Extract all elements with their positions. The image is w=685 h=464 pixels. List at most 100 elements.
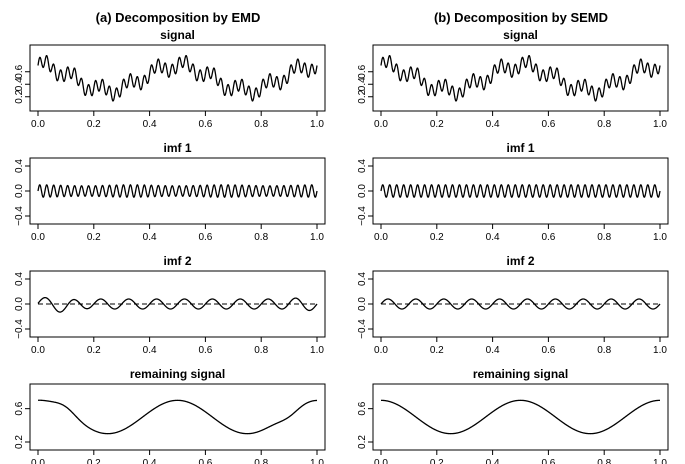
x-tick-label: 0.8 bbox=[597, 119, 611, 130]
panel-title: imf 1 bbox=[506, 141, 534, 155]
x-tick-label: 0.2 bbox=[430, 232, 444, 243]
x-tick-label: 0.0 bbox=[374, 345, 388, 356]
plot-frame bbox=[29, 383, 326, 451]
y-tick-label: −0.4 bbox=[14, 319, 25, 339]
y-tick-label: 0.2 bbox=[357, 89, 368, 103]
panel-title: imf 2 bbox=[506, 254, 534, 268]
plot-frame bbox=[29, 44, 326, 112]
x-tick-label: 0.2 bbox=[87, 232, 101, 243]
x-tick-label: 0.6 bbox=[198, 345, 212, 356]
x-tick-label: 0.0 bbox=[31, 458, 45, 464]
y-tick-label: 0.4 bbox=[14, 272, 25, 286]
x-tick-label: 0.6 bbox=[541, 119, 555, 130]
x-tick-label: 0.4 bbox=[143, 119, 157, 130]
panel-title: signal bbox=[160, 28, 195, 42]
x-tick-label: 0.2 bbox=[87, 119, 101, 130]
panel-emd-imf1: imf 1 0.0 0.2 0.4 0.6 0.8 1.0 −0.4 0.0 0.4 bbox=[14, 141, 326, 243]
x-tick-label: 0.2 bbox=[430, 119, 444, 130]
x-tick-label: 0.2 bbox=[430, 345, 444, 356]
series-line-signal bbox=[37, 55, 318, 102]
y-tick-label: 0.0 bbox=[14, 184, 25, 198]
series-line-signal bbox=[380, 55, 661, 102]
series-line-remaining bbox=[380, 399, 661, 435]
x-tick-label: 1.0 bbox=[653, 458, 667, 464]
panel-emd-remaining: remaining signal 0.0 0.2 0.4 0.6 0.8 1.0 0.2 0.6 bbox=[14, 367, 326, 464]
x-tick-label: 0.4 bbox=[486, 232, 500, 243]
x-tick-label: 0.2 bbox=[87, 458, 101, 464]
x-tick-label: 0.8 bbox=[254, 232, 268, 243]
column-a-title: (a) Decomposition by EMD bbox=[96, 10, 261, 25]
panel-emd-imf2: imf 2 0.0 0.2 0.4 0.6 0.8 1.0 −0.4 0.0 0.4 bbox=[14, 254, 326, 356]
panel-title: imf 2 bbox=[163, 254, 191, 268]
y-tick-label: −0.4 bbox=[14, 206, 25, 226]
x-tick-label: 0.0 bbox=[374, 458, 388, 464]
x-tick-label: 1.0 bbox=[310, 119, 324, 130]
x-tick-label: 0.6 bbox=[541, 458, 555, 464]
x-tick-label: 0.4 bbox=[486, 345, 500, 356]
x-tick-label: 0.0 bbox=[374, 119, 388, 130]
x-tick-label: 0.2 bbox=[87, 345, 101, 356]
x-tick-label: 0.6 bbox=[198, 119, 212, 130]
x-tick-label: 0.4 bbox=[143, 458, 157, 464]
x-tick-label: 1.0 bbox=[653, 345, 667, 356]
y-tick-label: 0.2 bbox=[357, 435, 368, 449]
y-tick-label: 0.4 bbox=[14, 77, 25, 91]
y-tick-label: 0.6 bbox=[14, 64, 25, 78]
x-tick-label: 0.4 bbox=[143, 232, 157, 243]
series-line-imf1 bbox=[37, 184, 318, 198]
panel-semd-imf2: imf 2 0.0 0.2 0.4 0.6 0.8 1.0 −0.4 0.0 0.4 bbox=[357, 254, 669, 356]
x-tick-label: 0.6 bbox=[198, 232, 212, 243]
x-tick-label: 1.0 bbox=[310, 458, 324, 464]
x-tick-label: 0.0 bbox=[31, 345, 45, 356]
plot-frame bbox=[372, 383, 669, 451]
y-tick-label: 0.6 bbox=[14, 401, 25, 415]
x-tick-label: 0.8 bbox=[254, 458, 268, 464]
x-tick-label: 0.0 bbox=[374, 232, 388, 243]
y-tick-label: 0.2 bbox=[14, 435, 25, 449]
x-tick-label: 1.0 bbox=[310, 232, 324, 243]
y-tick-label: 0.4 bbox=[357, 77, 368, 91]
panel-title: imf 1 bbox=[163, 141, 191, 155]
y-tick-label: −0.4 bbox=[357, 206, 368, 226]
x-tick-label: 0.2 bbox=[430, 458, 444, 464]
x-tick-label: 0.6 bbox=[198, 458, 212, 464]
y-tick-label: 0.4 bbox=[14, 159, 25, 173]
y-tick-label: 0.6 bbox=[357, 401, 368, 415]
panel-title: signal bbox=[503, 28, 538, 42]
x-tick-label: 0.8 bbox=[597, 345, 611, 356]
y-tick-label: 0.6 bbox=[357, 64, 368, 78]
y-tick-label: 0.0 bbox=[14, 297, 25, 311]
column-b-title: (b) Decomposition by SEMD bbox=[434, 10, 608, 25]
x-tick-label: 0.8 bbox=[254, 345, 268, 356]
x-tick-label: 0.8 bbox=[597, 232, 611, 243]
x-tick-label: 0.8 bbox=[597, 458, 611, 464]
x-tick-label: 0.4 bbox=[143, 345, 157, 356]
series-line-imf2 bbox=[380, 298, 661, 310]
y-tick-label: 0.4 bbox=[357, 272, 368, 286]
x-tick-label: 0.6 bbox=[541, 232, 555, 243]
y-tick-label: 0.0 bbox=[357, 184, 368, 198]
series-line-imf2 bbox=[37, 296, 318, 313]
series-line-remaining bbox=[37, 399, 318, 435]
x-tick-label: 0.0 bbox=[31, 232, 45, 243]
panel-semd-remaining: remaining signal 0.0 0.2 0.4 0.6 0.8 1.0 0.2 0.6 bbox=[357, 367, 669, 464]
y-tick-label: 0.0 bbox=[357, 297, 368, 311]
panel-title: remaining signal bbox=[473, 367, 568, 381]
panel-semd-imf1: imf 1 0.0 0.2 0.4 0.6 0.8 1.0 −0.4 0.0 0.4 bbox=[357, 141, 669, 243]
x-tick-label: 0.4 bbox=[486, 119, 500, 130]
series-line-imf1 bbox=[380, 184, 661, 198]
x-tick-label: 1.0 bbox=[310, 345, 324, 356]
plot-frame bbox=[372, 44, 669, 112]
x-tick-label: 1.0 bbox=[653, 232, 667, 243]
y-tick-label: 0.2 bbox=[14, 89, 25, 103]
x-tick-label: 1.0 bbox=[653, 119, 667, 130]
x-tick-label: 0.4 bbox=[486, 458, 500, 464]
panel-title: remaining signal bbox=[130, 367, 225, 381]
y-tick-label: 0.4 bbox=[357, 159, 368, 173]
y-tick-label: −0.4 bbox=[357, 319, 368, 339]
x-tick-label: 0.0 bbox=[31, 119, 45, 130]
